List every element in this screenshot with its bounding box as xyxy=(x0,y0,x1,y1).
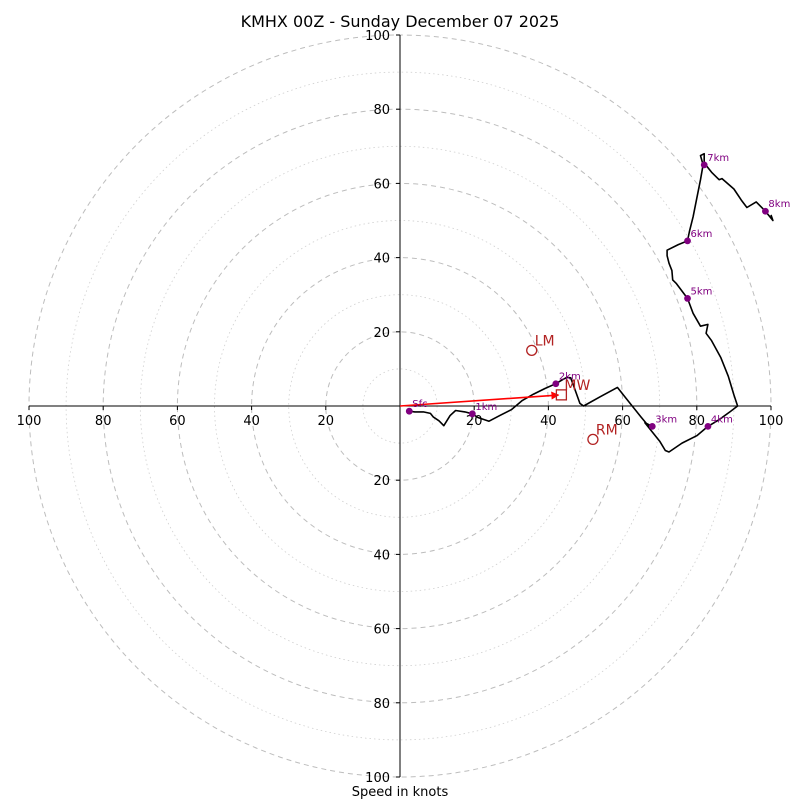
y-tick-label: 80 xyxy=(373,697,390,712)
y-tick-label: 80 xyxy=(373,103,390,118)
y-tick-label: 20 xyxy=(373,474,390,489)
chart-title: KMHX 00Z - Sunday December 07 2025 xyxy=(241,12,560,31)
storm-marker-LM xyxy=(526,344,538,357)
height-label-7km: 7km xyxy=(707,153,729,164)
height-label-5km: 5km xyxy=(691,286,713,297)
shear-vector-group xyxy=(399,391,560,407)
y-tick-label: 60 xyxy=(373,177,390,192)
height-label-8km: 8km xyxy=(768,199,790,210)
hodograph-trace xyxy=(409,152,774,453)
x-tick-label: 100 xyxy=(17,414,42,429)
y-tick-label: 100 xyxy=(365,771,390,786)
storm-marker-RM xyxy=(587,433,599,446)
height-marker-2km xyxy=(552,380,560,388)
height-marker-5km xyxy=(684,295,691,302)
height-label-Sfc: Sfc xyxy=(412,399,427,410)
height-label-2km: 2km xyxy=(559,372,581,383)
y-tick-label: 60 xyxy=(373,623,390,638)
y-tick-label: 20 xyxy=(373,326,390,341)
storm-motion-markers: LM RM MW xyxy=(526,333,618,446)
x-tick-label: 40 xyxy=(540,414,557,429)
x-tick-label: 80 xyxy=(95,414,112,429)
height-markers: Sfc 1km 2km 3km 4km 5km 6km 7km 8km xyxy=(405,153,790,430)
storm-label-LM: LM xyxy=(535,333,555,349)
storm-marker-MW xyxy=(555,389,568,401)
height-marker-8km xyxy=(762,207,769,215)
axis-ticks: 2020202040404040606060608080808010010010… xyxy=(17,29,784,786)
height-label-4km: 4km xyxy=(711,414,733,425)
y-tick-label: 40 xyxy=(373,548,390,563)
x-tick-label: 100 xyxy=(759,414,784,429)
height-marker-1km xyxy=(468,410,476,418)
x-tick-label: 60 xyxy=(614,414,631,429)
height-marker-Sfc xyxy=(405,407,413,415)
x-tick-label: 80 xyxy=(689,414,706,429)
storm-label-RM: RM xyxy=(596,422,618,438)
hodograph-trace-group xyxy=(409,152,774,453)
height-label-6km: 6km xyxy=(691,229,713,240)
height-marker-4km xyxy=(704,423,712,430)
x-axis-label: Speed in knots xyxy=(352,785,449,800)
height-marker-6km xyxy=(684,237,691,245)
x-tick-label: 60 xyxy=(169,414,186,429)
x-tick-label: 20 xyxy=(318,414,335,429)
height-marker-3km xyxy=(648,423,656,430)
height-label-3km: 3km xyxy=(655,414,677,425)
height-marker-7km xyxy=(700,161,708,169)
y-tick-label: 40 xyxy=(373,252,390,267)
y-tick-label: 100 xyxy=(365,29,390,44)
shear-vector-arrow xyxy=(399,391,560,407)
x-tick-label: 40 xyxy=(243,414,260,429)
height-label-1km: 1km xyxy=(475,402,497,413)
storm-label-MW: MW xyxy=(564,378,590,394)
